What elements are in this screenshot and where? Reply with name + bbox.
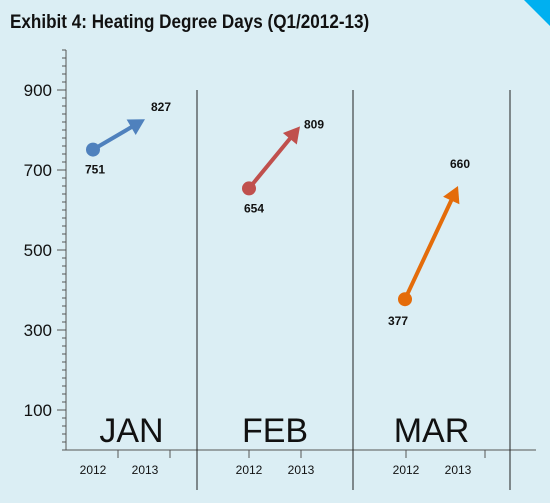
- month-label-feb: FEB: [242, 412, 308, 450]
- month-label-jan: JAN: [99, 412, 163, 450]
- y-tick-label: 500: [24, 241, 52, 260]
- y-tick-label: 700: [24, 161, 52, 180]
- year-label-2013: 2013: [445, 463, 472, 477]
- start-point-mar: [398, 292, 412, 307]
- value-label-2013-mar: 660: [450, 157, 470, 171]
- value-label-2013-jan: 827: [151, 100, 171, 114]
- start-point-feb: [242, 181, 256, 196]
- year-label-2013: 2013: [288, 463, 315, 477]
- year-label-2012: 2012: [80, 463, 107, 477]
- arrow-shaft-mar: [403, 198, 454, 302]
- year-label-2012: 2012: [393, 463, 420, 477]
- value-label-2013-feb: 809: [304, 117, 324, 131]
- start-point-jan: [86, 142, 100, 157]
- y-tick-label: 300: [24, 321, 52, 340]
- arrow-shaft-jan: [91, 125, 134, 152]
- y-tick-label: 900: [24, 81, 52, 100]
- arrow-head-mar: [443, 186, 460, 205]
- value-label-2012-feb: 654: [244, 201, 264, 215]
- value-label-2012-jan: 751: [85, 163, 105, 177]
- value-label-2012-mar: 377: [388, 314, 408, 328]
- chart-title: Exhibit 4: Heating Degree Days (Q1/2012-…: [10, 12, 370, 33]
- arrow-head-jan: [126, 119, 145, 135]
- corner-accent: [524, 0, 550, 26]
- year-label-2013: 2013: [132, 463, 159, 477]
- year-label-2012: 2012: [236, 463, 263, 477]
- y-tick-label: 100: [24, 401, 52, 420]
- arrow-shaft-feb: [247, 136, 292, 191]
- month-label-mar: MAR: [394, 412, 470, 450]
- arrow-head-feb: [282, 126, 300, 145]
